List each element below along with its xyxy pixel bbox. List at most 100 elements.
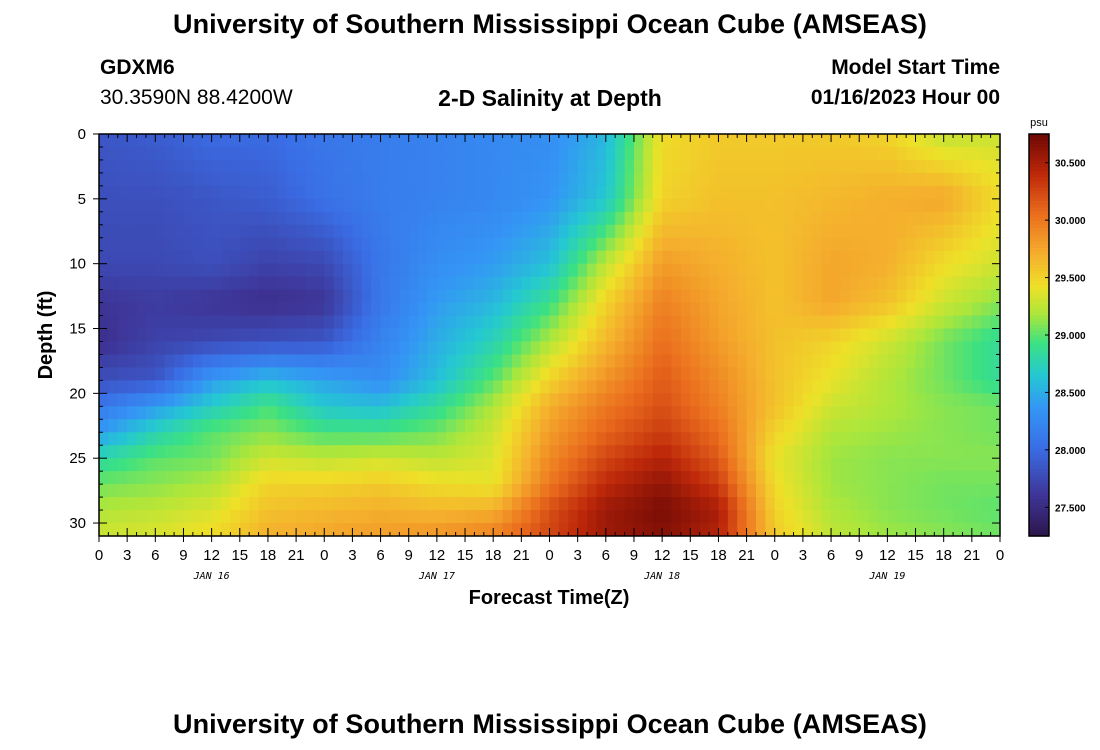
colorbar-swatch	[1029, 391, 1049, 396]
heatmap-cell	[577, 419, 588, 433]
heatmap-cell	[192, 484, 203, 498]
heatmap-cell	[831, 198, 842, 213]
heatmap-cell	[408, 224, 419, 239]
heatmap-cell	[258, 471, 269, 485]
heatmap-cell	[624, 250, 635, 265]
heatmap-cell	[164, 380, 175, 394]
heatmap-cell	[286, 302, 297, 317]
heatmap-cell	[436, 315, 447, 330]
heatmap-cell	[868, 224, 879, 239]
heatmap-cell	[136, 328, 147, 343]
heatmap-cell	[352, 134, 363, 148]
heatmap-cell	[615, 134, 626, 148]
heatmap-cell	[296, 432, 307, 446]
heatmap-cell	[418, 328, 429, 343]
heatmap-cell	[399, 354, 410, 369]
heatmap-cell	[230, 237, 241, 252]
heatmap-cell	[408, 354, 419, 369]
heatmap-cell	[784, 419, 795, 433]
heatmap-cell	[633, 134, 644, 148]
heatmap-cell	[849, 289, 860, 304]
heatmap-cell	[877, 276, 888, 291]
heatmap-cell	[117, 484, 128, 498]
heatmap-cell	[211, 302, 222, 317]
heatmap-cell	[277, 354, 288, 369]
heatmap-cell	[915, 263, 926, 278]
heatmap-cell	[746, 211, 757, 226]
heatmap-cell	[239, 146, 250, 161]
heatmap-cell	[755, 289, 766, 304]
heatmap-cell	[511, 198, 522, 213]
station-id: GDXM6	[100, 56, 175, 79]
heatmap-cell	[690, 471, 701, 485]
heatmap-cell	[849, 484, 860, 498]
heatmap-cell	[465, 458, 476, 472]
heatmap-cell	[690, 302, 701, 317]
heatmap-cell	[737, 134, 748, 148]
heatmap-cell	[680, 211, 691, 226]
heatmap-cell	[821, 471, 832, 485]
heatmap-cell	[943, 263, 954, 278]
heatmap-cell	[981, 432, 992, 446]
heatmap-cell	[164, 172, 175, 187]
heatmap-cell	[737, 341, 748, 356]
heatmap-cell	[962, 237, 973, 252]
heatmap-cell	[183, 185, 194, 200]
heatmap-cell	[399, 458, 410, 472]
heatmap-cell	[990, 198, 1000, 213]
heatmap-cell	[202, 172, 213, 187]
heatmap-cell	[314, 458, 325, 472]
heatmap-cell	[164, 471, 175, 485]
heatmap-cell	[709, 354, 720, 369]
heatmap-cell	[155, 471, 166, 485]
heatmap-cell	[99, 458, 109, 472]
heatmap-cell	[718, 263, 729, 278]
heatmap-cell	[990, 224, 1000, 239]
heatmap-cell	[587, 250, 598, 265]
heatmap-cell	[192, 198, 203, 213]
heatmap-cell	[924, 458, 935, 472]
heatmap-cell	[399, 134, 410, 148]
heatmap-cell	[924, 484, 935, 498]
heatmap-cell	[145, 497, 156, 511]
heatmap-cell	[174, 523, 185, 536]
heatmap-cell	[511, 354, 522, 369]
heatmap-cell	[558, 510, 569, 524]
heatmap-cell	[877, 185, 888, 200]
heatmap-cell	[474, 445, 485, 459]
heatmap-cell	[249, 289, 260, 304]
heatmap-cell	[324, 510, 335, 524]
heatmap-cell	[934, 432, 945, 446]
heatmap-cell	[183, 276, 194, 291]
heatmap-cell	[371, 302, 382, 317]
heatmap-cell	[446, 198, 457, 213]
heatmap-cell	[596, 315, 607, 330]
heatmap-cell	[802, 237, 813, 252]
heatmap-cell	[802, 302, 813, 317]
heatmap-cell	[230, 497, 241, 511]
heatmap-cell	[971, 185, 982, 200]
heatmap-cell	[934, 224, 945, 239]
heatmap-cell	[906, 302, 917, 317]
heatmap-cell	[802, 471, 813, 485]
heatmap-cell	[249, 458, 260, 472]
heatmap-cell	[145, 510, 156, 524]
heatmap-cell	[230, 484, 241, 498]
heatmap-cell	[277, 471, 288, 485]
heatmap-cell	[436, 237, 447, 252]
y-tick-label: 10	[69, 256, 86, 273]
heatmap-cell	[558, 146, 569, 161]
heatmap-cell	[192, 354, 203, 369]
colorbar-swatch	[1029, 462, 1049, 467]
colorbar-swatch	[1029, 150, 1049, 155]
heatmap-cell	[746, 458, 757, 472]
heatmap-cell	[699, 198, 710, 213]
heatmap-cell	[633, 341, 644, 356]
heatmap-cell	[108, 263, 119, 278]
heatmap-cell	[680, 237, 691, 252]
heatmap-cell	[718, 445, 729, 459]
heatmap-cell	[239, 263, 250, 278]
heatmap-cell	[540, 367, 551, 381]
heatmap-cell	[108, 185, 119, 200]
colorbar-swatch	[1029, 164, 1049, 169]
